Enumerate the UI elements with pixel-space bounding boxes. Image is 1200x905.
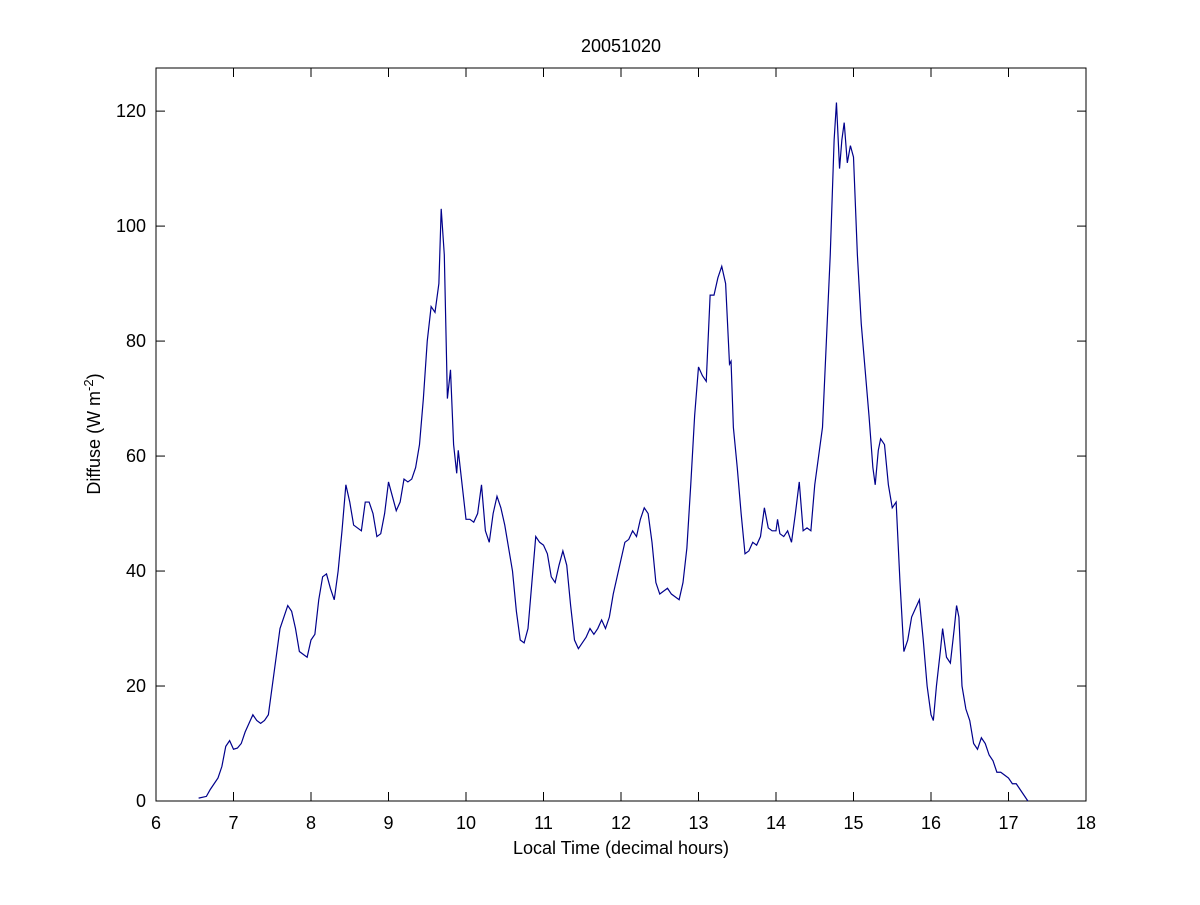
x-tick-label: 6 xyxy=(151,813,161,833)
x-tick-label: 11 xyxy=(534,813,553,833)
y-tick-label: 100 xyxy=(116,216,146,236)
y-axis-label-end: ) xyxy=(84,373,104,379)
x-tick-label: 12 xyxy=(611,813,631,833)
x-tick-label: 18 xyxy=(1076,813,1096,833)
x-tick-label: 14 xyxy=(766,813,786,833)
y-tick-label: 80 xyxy=(126,331,146,351)
chart-title: 20051020 xyxy=(581,36,661,56)
x-tick-label: 7 xyxy=(228,813,238,833)
y-axis-label: Diffuse (W m-2) xyxy=(81,373,105,494)
y-tick-label: 60 xyxy=(126,446,146,466)
x-tick-label: 8 xyxy=(306,813,316,833)
y-tick-label: 120 xyxy=(116,101,146,121)
data-line xyxy=(198,102,1029,802)
y-tick-label: 0 xyxy=(136,791,146,811)
x-tick-label: 9 xyxy=(383,813,393,833)
x-tick-label: 16 xyxy=(921,813,941,833)
y-axis-label-text: Diffuse (W m xyxy=(84,391,104,495)
x-axis-label: Local Time (decimal hours) xyxy=(513,838,729,858)
x-tick-label: 13 xyxy=(688,813,708,833)
y-tick-label: 20 xyxy=(126,676,146,696)
y-tick-label: 40 xyxy=(126,561,146,581)
x-tick-label: 17 xyxy=(998,813,1018,833)
x-tick-label: 10 xyxy=(456,813,476,833)
x-tick-label: 15 xyxy=(843,813,863,833)
y-axis-label-sup: -2 xyxy=(81,379,96,391)
plot-area xyxy=(155,67,1087,802)
